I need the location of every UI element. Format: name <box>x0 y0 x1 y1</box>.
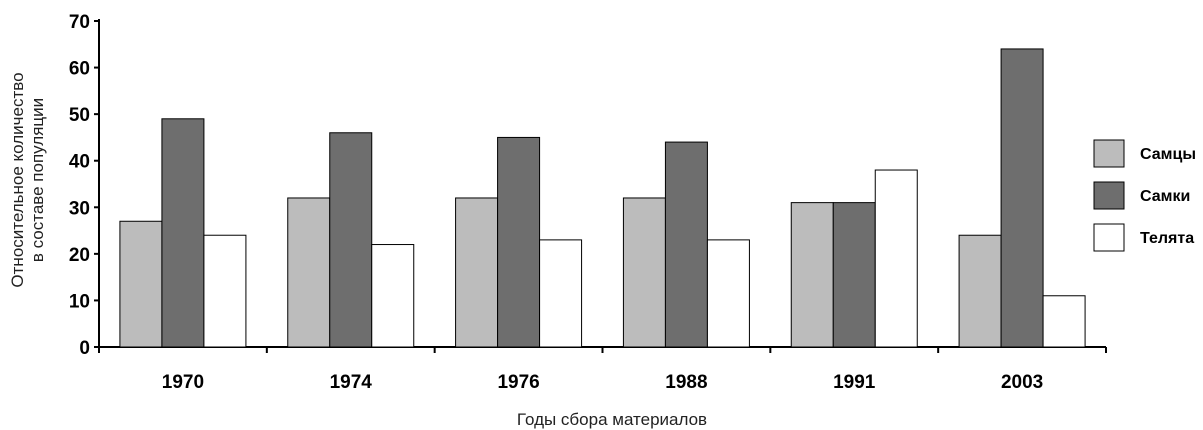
bar-2003-1 <box>959 235 1001 347</box>
y-tick-label: 10 <box>69 291 90 312</box>
legend-swatch <box>1094 140 1124 167</box>
bar-2003-2 <box>1001 49 1043 347</box>
bar-1974-1 <box>288 198 330 347</box>
x-axis-title: Годы сбора материалов <box>517 410 707 429</box>
y-axis-title-line-2: в составе популяции <box>28 98 47 262</box>
bar-1991-3 <box>875 170 917 347</box>
legend: Самцы Самки Телята <box>1094 140 1196 251</box>
legend-label: Самки <box>1140 188 1190 205</box>
bar-1970-1 <box>120 221 162 347</box>
x-tick-label: 2003 <box>1001 372 1043 393</box>
bar-1976-3 <box>540 240 582 347</box>
bar-1974-2 <box>330 133 372 347</box>
legend-swatch <box>1094 224 1124 251</box>
x-tick-label: 1974 <box>330 372 373 393</box>
y-tick-label: 0 <box>79 338 90 359</box>
y-axis-title: Относительное количество в составе попул… <box>8 72 47 287</box>
bar-1976-2 <box>498 137 540 347</box>
bar-2003-3 <box>1043 296 1085 347</box>
x-tick-label: 1970 <box>162 372 204 393</box>
y-tick-label: 40 <box>69 152 90 173</box>
bar-1988-2 <box>665 142 707 347</box>
bar-1970-3 <box>204 235 246 347</box>
bar-1976-1 <box>456 198 498 347</box>
y-tick-label: 60 <box>69 59 90 80</box>
x-tick-label: 1976 <box>497 372 539 393</box>
y-axis-title-line-1: Относительное количество <box>8 72 27 287</box>
bar-1988-3 <box>707 240 749 347</box>
x-tick-label: 1991 <box>833 372 876 393</box>
bars <box>120 49 1085 347</box>
y-tick-label: 20 <box>69 245 90 266</box>
bar-1991-2 <box>833 203 875 347</box>
legend-label: Самцы <box>1140 146 1196 163</box>
legend-label: Телята <box>1140 230 1194 247</box>
bar-1974-3 <box>372 245 414 347</box>
y-tick-label: 30 <box>69 198 90 219</box>
y-tick-label: 50 <box>69 105 90 126</box>
x-tick-label: 1988 <box>665 372 707 393</box>
bar-1991-1 <box>791 203 833 347</box>
bar-1970-2 <box>162 119 204 347</box>
y-tick-label: 70 <box>69 12 90 33</box>
bar-1988-1 <box>623 198 665 347</box>
legend-swatch <box>1094 182 1124 209</box>
